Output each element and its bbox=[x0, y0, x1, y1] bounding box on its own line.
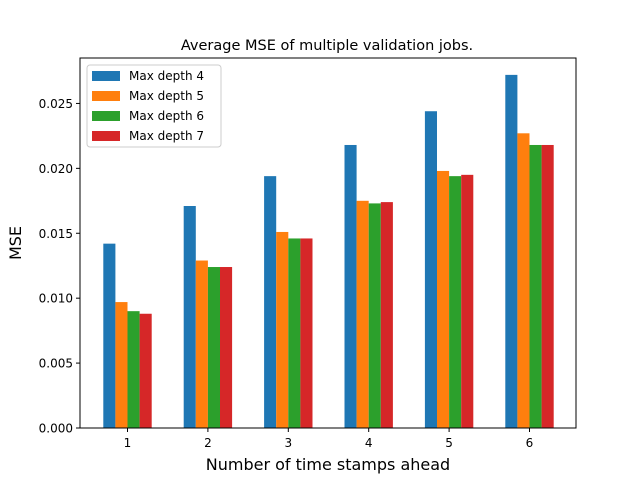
x-tick-label: 2 bbox=[204, 436, 212, 450]
chart-title: Average MSE of multiple validation jobs. bbox=[181, 38, 473, 54]
legend-swatch bbox=[92, 71, 120, 81]
bar-series-3-cat-3 bbox=[288, 238, 301, 428]
bar-series-3-cat-2 bbox=[207, 267, 220, 428]
bar-series-4-cat-2 bbox=[220, 267, 233, 428]
bar-series-1-cat-4 bbox=[344, 144, 357, 429]
legend-swatch bbox=[92, 111, 120, 121]
y-tick-label: 0.005 bbox=[39, 357, 73, 371]
bar-series-1-cat-1 bbox=[103, 243, 116, 428]
bar-series-3-cat-6 bbox=[529, 144, 542, 429]
x-tick-label: 3 bbox=[284, 436, 292, 450]
y-tick-label: 0.025 bbox=[39, 97, 73, 111]
bar-series-3-cat-1 bbox=[127, 311, 140, 428]
legend-label: Max depth 7 bbox=[129, 129, 204, 143]
x-tick-label: 5 bbox=[445, 436, 453, 450]
legend-label: Max depth 4 bbox=[129, 69, 204, 83]
legend-label: Max depth 5 bbox=[129, 89, 204, 103]
bar-series-2-cat-5 bbox=[437, 170, 450, 428]
bar-series-1-cat-2 bbox=[183, 206, 196, 428]
x-axis: 1 2 3 4 5 6 bbox=[124, 428, 534, 450]
y-axis-label: MSE bbox=[6, 226, 25, 260]
bar-series-4-cat-6 bbox=[541, 144, 554, 429]
y-tick-label: 0.000 bbox=[39, 422, 73, 436]
bar-series-4-cat-1 bbox=[139, 313, 152, 428]
bar-series-2-cat-4 bbox=[356, 200, 369, 428]
bar-series-4-cat-4 bbox=[380, 202, 393, 428]
bar-series-1-cat-3 bbox=[264, 176, 277, 428]
bar-series-4-cat-5 bbox=[461, 174, 474, 428]
bar-series-3-cat-4 bbox=[368, 203, 381, 428]
bar-series-2-cat-3 bbox=[276, 231, 289, 428]
legend-swatch bbox=[92, 91, 120, 101]
bar-series-1-cat-5 bbox=[424, 111, 437, 428]
x-tick-label: 6 bbox=[526, 436, 534, 450]
x-axis-label: Number of time stamps ahead bbox=[206, 455, 450, 474]
legend-box bbox=[86, 64, 222, 148]
y-axis: 0.000 0.005 0.010 0.015 0.020 0.025 bbox=[39, 97, 80, 436]
bar-series-4-cat-3 bbox=[300, 238, 313, 428]
bar-series-2-cat-1 bbox=[115, 302, 128, 428]
y-tick-label: 0.010 bbox=[39, 292, 73, 306]
bar-series-2-cat-2 bbox=[195, 260, 208, 428]
legend-swatch bbox=[92, 131, 120, 141]
bar-series-3-cat-5 bbox=[449, 176, 462, 428]
legend: Max depth 4 Max depth 5 Max depth 6 Max dep… bbox=[86, 64, 222, 148]
y-tick-label: 0.015 bbox=[39, 227, 73, 241]
plot-frame bbox=[79, 57, 577, 429]
bar-series-1-cat-6 bbox=[505, 74, 518, 428]
bar-series-2-cat-6 bbox=[517, 133, 530, 429]
bars bbox=[103, 74, 554, 429]
legend-label: Max depth 6 bbox=[129, 109, 204, 123]
y-tick-label: 0.020 bbox=[39, 162, 73, 176]
x-tick-label: 1 bbox=[124, 436, 132, 450]
x-tick-label: 4 bbox=[365, 436, 373, 450]
